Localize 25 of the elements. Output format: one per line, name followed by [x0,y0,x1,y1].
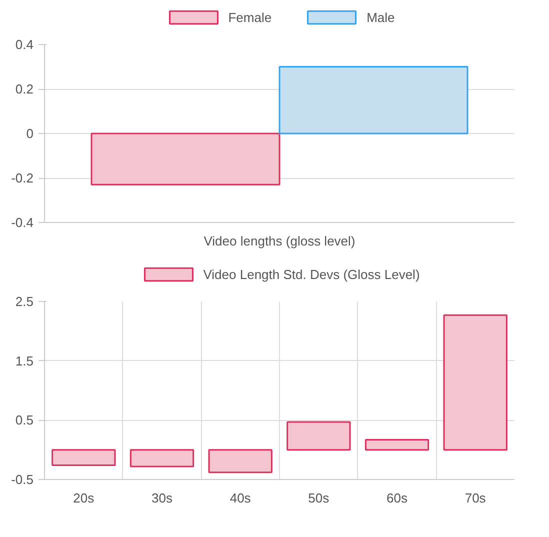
y-tick-label: 0.4 [15,37,34,52]
y-tick-label: 1.5 [15,353,34,368]
x-tick-label: 70s [464,490,486,506]
bar [52,449,116,466]
bar [130,449,194,468]
x-tick-label: 40s [230,490,252,506]
legend-label: Video Length Std. Devs (Gloss Level) [203,266,420,282]
bar [208,449,272,474]
legend-label: Female [228,10,272,24]
legend-label: Male [366,10,395,24]
y-tick-label: 2.5 [15,294,34,309]
x-tick-label: 60s [386,490,408,506]
y-tick-label: -0.2 [11,170,34,186]
x-tick-label: 30s [152,490,173,506]
x-tick-label: 20s [73,490,95,506]
bar [286,421,351,451]
x-tick-label: Video lengths (gloss level) [204,234,356,248]
y-tick-label: -0.4 [11,215,34,230]
bar [443,314,508,451]
y-tick-label: 0 [26,126,34,141]
y-tick-label: -0.5 [11,472,34,487]
y-tick-label: 0.5 [15,412,34,428]
bar [364,438,430,451]
x-tick-label: 50s [308,490,330,506]
y-tick-label: 0.2 [15,82,34,96]
